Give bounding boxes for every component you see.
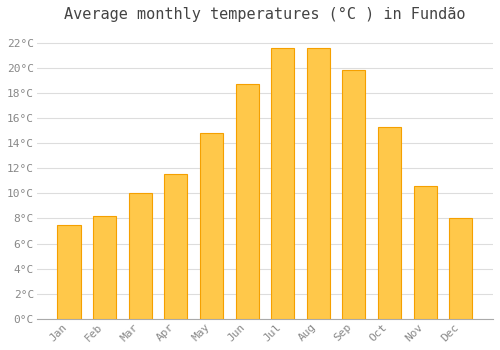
Bar — [164, 175, 188, 319]
Bar — [306, 48, 330, 319]
Bar — [58, 225, 80, 319]
Title: Average monthly temperatures (°C ) in Fundão: Average monthly temperatures (°C ) in Fu… — [64, 7, 466, 22]
Bar — [200, 133, 223, 319]
Bar — [128, 193, 152, 319]
Bar — [271, 48, 294, 319]
Bar — [414, 186, 436, 319]
Bar — [342, 70, 365, 319]
Bar — [378, 127, 401, 319]
Bar — [236, 84, 258, 319]
Bar — [449, 218, 472, 319]
Bar — [93, 216, 116, 319]
